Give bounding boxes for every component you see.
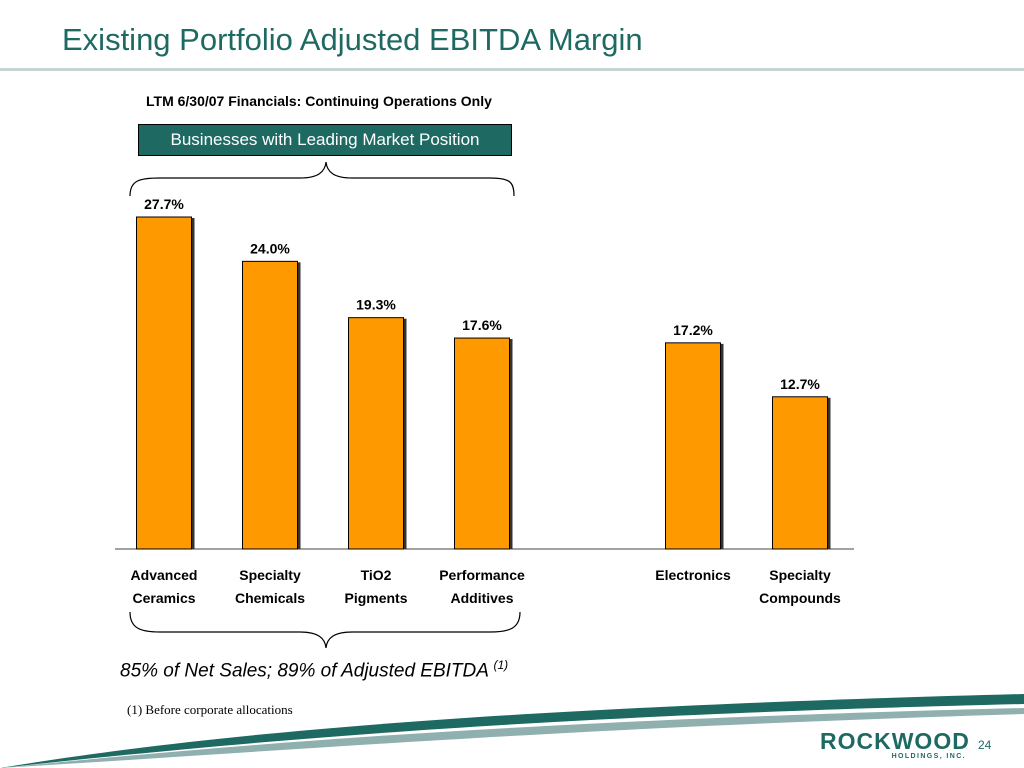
bar-value-label: 17.2% (673, 322, 713, 338)
bar-value-label: 17.6% (462, 317, 502, 333)
bar (136, 216, 192, 550)
margin-bar-chart: 27.7% Advanced Ceramics 24.0% Specialty Chemi… (115, 161, 854, 649)
footnote: (1) Before corporate allocations (127, 702, 293, 717)
bar-value-label: 19.3% (356, 297, 396, 313)
category-label: Electronics (655, 567, 731, 583)
category-label: Chemicals (235, 590, 305, 606)
category-label: Pigments (344, 590, 407, 606)
company-logo: ROCKWOOD HOLDINGS, INC. (820, 728, 970, 760)
logo-subtext: HOLDINGS, INC. (891, 753, 966, 760)
bar (242, 260, 298, 550)
bars-layer: 27.7% Advanced Ceramics 24.0% Specialty Chemi… (131, 196, 842, 606)
title-divider (0, 68, 1024, 71)
top-group-brace (129, 161, 515, 197)
bar-value-label: 12.7% (780, 376, 820, 392)
category-label: Advanced (131, 567, 198, 583)
bar-value-label: 27.7% (144, 196, 184, 212)
category-label: TiO2 (361, 567, 392, 583)
page-number: 24 (978, 738, 992, 752)
bottom-group-brace (129, 611, 521, 649)
category-label: Performance (439, 567, 525, 583)
leading-position-box: Businesses with Leading Market Position (138, 124, 512, 156)
bar-value-label: 24.0% (250, 240, 290, 256)
chart-subtitle: LTM 6/30/07 Financials: Continuing Opera… (146, 93, 492, 109)
page-title: Existing Portfolio Adjusted EBITDA Margi… (62, 22, 643, 57)
footer-swoosh (0, 694, 1024, 768)
category-label: Compounds (759, 590, 841, 606)
bar (665, 342, 721, 550)
logo-text: ROCKWOOD (820, 728, 970, 754)
share-note: 85% of Net Sales; 89% of Adjusted EBITDA… (120, 658, 508, 682)
bar (454, 337, 510, 550)
category-label: Specialty (769, 567, 831, 583)
share-note-ref: (1) (493, 658, 509, 672)
share-note-text: 85% of Net Sales; 89% of Adjusted EBITDA (120, 660, 489, 682)
bar (348, 317, 404, 550)
bar (772, 396, 828, 550)
category-label: Ceramics (132, 590, 195, 606)
category-label: Additives (450, 590, 513, 606)
category-label: Specialty (239, 567, 301, 583)
